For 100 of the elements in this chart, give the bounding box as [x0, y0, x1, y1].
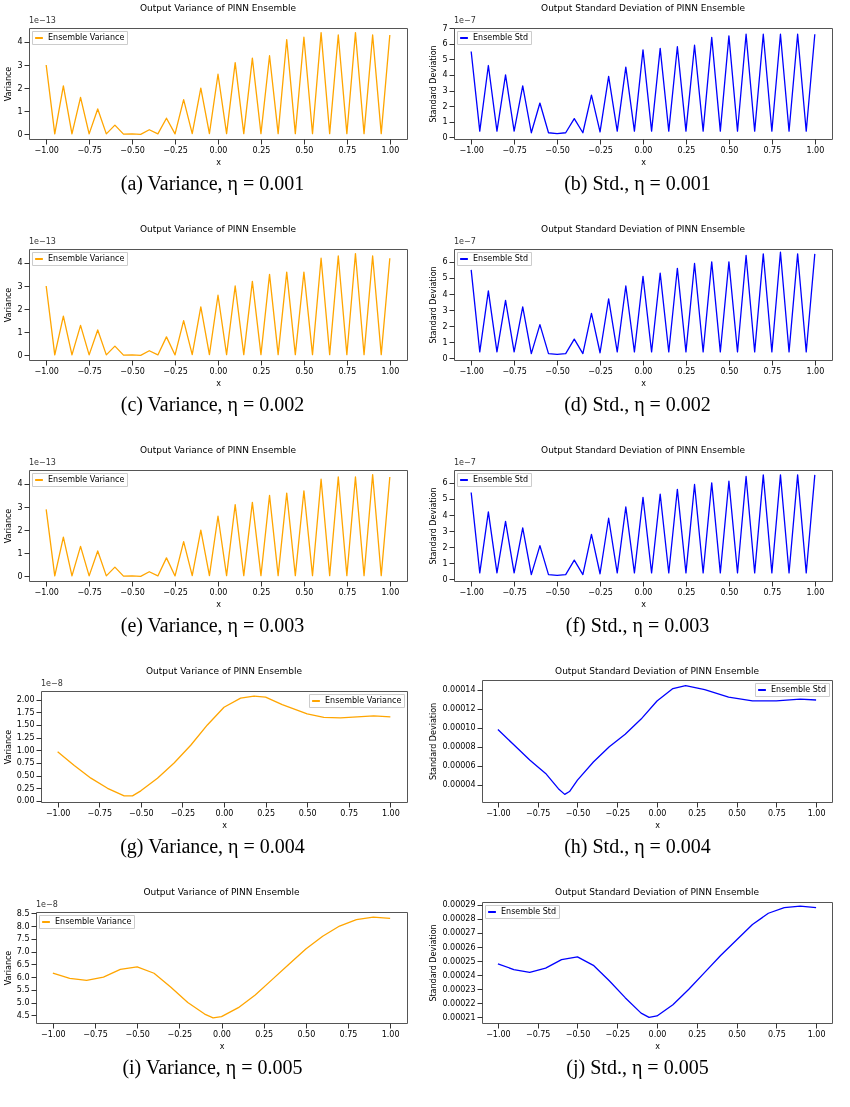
x-tick-label: 0.50 [728, 808, 746, 818]
x-tick-label: −0.75 [87, 808, 112, 818]
x-tick-label: 1.00 [806, 366, 825, 376]
text: (h) Std., η = 0.004 [563, 835, 712, 858]
y-tick-label: 8.5 [16, 908, 30, 918]
y-tick-label: 6 [442, 39, 448, 49]
y-tick-label: 3 [442, 86, 448, 96]
x-tick-label: 0.75 [763, 145, 782, 155]
text: 1e−8 [41, 679, 63, 688]
legend-label: Ensemble Variance [48, 254, 125, 263]
y-tick-label: 0.00028 [442, 914, 476, 924]
text: 1e−7 [454, 237, 476, 246]
x-tick-label: 0.25 [255, 1029, 274, 1039]
y-tick-label: 4 [17, 258, 23, 268]
x-axis-title: x [655, 820, 661, 830]
text: (c) Variance, η = 0.002 [119, 393, 306, 416]
x-tick-label: 0.00 [213, 1029, 231, 1039]
y-tick-label: 0.00014 [442, 685, 476, 695]
x-tick-label: −0.25 [170, 808, 196, 818]
x-tick-label: 0.00 [634, 587, 653, 597]
x-tick-label: 1.00 [381, 145, 400, 155]
x-tick-label: −0.25 [163, 366, 188, 376]
x-tick-label: −0.75 [77, 587, 102, 597]
y-tick-label: 3 [442, 526, 448, 536]
line-series [45, 31, 391, 136]
legend-label: Ensemble Std [473, 254, 529, 263]
y-tick-label: 0.00029 [442, 900, 476, 910]
x-tick-label: −0.50 [120, 145, 145, 155]
y-tick-label: 4 [442, 510, 448, 520]
x-tick-label: 0.75 [339, 1029, 358, 1039]
y-tick-label: 0.25 [16, 783, 35, 793]
x-tick-label: 0.25 [257, 808, 275, 818]
x-tick-label: 0.50 [720, 145, 739, 155]
y-tick-label: 2 [442, 101, 448, 111]
y-tick-label: 4.5 [16, 1010, 30, 1020]
y-axis-title: Variance [3, 950, 13, 986]
line-series [470, 251, 816, 356]
y-tick-label: 1.25 [16, 733, 35, 743]
y-tick-label: 0.00021 [442, 1012, 476, 1022]
y-tick-label: 2.00 [16, 695, 35, 705]
x-tick-label: 0.75 [340, 808, 359, 818]
legend-label: Ensemble Std [501, 907, 557, 916]
x-tick-label: −1.00 [486, 808, 511, 818]
x-axis-title: x [655, 1041, 661, 1051]
y-axis-title: Standard Deviation [429, 487, 439, 565]
text: (f) Std., η = 0.003 [564, 614, 711, 637]
line-series [470, 33, 816, 135]
text: 1e−13 [29, 16, 56, 25]
x-tick-label: −1.00 [459, 366, 484, 376]
y-tick-label: 4 [17, 479, 23, 489]
y-tick-label: 4 [442, 70, 448, 80]
x-tick-label: −0.50 [565, 808, 591, 818]
y-tick-label: 8.0 [16, 921, 30, 931]
chart-title: Output Standard Deviation of PINN Ensemble [555, 666, 760, 676]
x-tick-label: −0.25 [167, 1029, 193, 1039]
legend-label: Ensemble Variance [48, 33, 125, 42]
x-tick-label: 0.75 [767, 808, 786, 818]
y-tick-label: 5 [442, 494, 448, 504]
y-axis-title: Standard Deviation [429, 702, 439, 781]
x-tick-label: 0.50 [298, 808, 317, 818]
x-axis-title: x [216, 599, 222, 609]
x-tick-label: −0.75 [77, 145, 102, 155]
line-series [497, 905, 817, 1019]
y-tick-label: 7 [442, 23, 448, 33]
x-tick-label: 1.00 [381, 1029, 400, 1039]
x-tick-label: −0.75 [525, 808, 551, 818]
y-tick-label: 1 [442, 337, 448, 347]
y-tick-label: 1.75 [16, 707, 35, 717]
y-axis-title: Standard Deviation [429, 266, 439, 344]
x-tick-label: −0.50 [565, 1029, 591, 1039]
x-tick-label: 0.00 [634, 366, 653, 376]
x-tick-label: −1.00 [486, 1029, 511, 1039]
x-tick-label: 0.00 [215, 808, 234, 818]
y-tick-label: 0.00023 [442, 984, 476, 994]
x-tick-label: −1.00 [459, 145, 484, 155]
x-axis-title: x [641, 378, 647, 388]
legend-label: Ensemble Std [473, 33, 529, 42]
x-tick-label: −0.50 [120, 587, 145, 597]
y-tick-label: 6.5 [16, 959, 30, 969]
y-tick-label: 0.00004 [442, 780, 476, 790]
x-axis-title: x [219, 1041, 225, 1051]
chart-title: Output Variance of PINN Ensemble [146, 666, 303, 676]
chart-title: Output Standard Deviation of PINN Ensemble [541, 224, 746, 234]
x-tick-label: 0.50 [728, 1029, 746, 1039]
y-tick-label: 0.00 [16, 796, 35, 806]
x-tick-label: −0.25 [605, 808, 630, 818]
chart-title: Output Standard Deviation of PINN Ensemble [555, 886, 760, 897]
y-tick-label: 4 [17, 37, 23, 47]
x-tick-label: −0.25 [588, 587, 613, 597]
x-tick-label: 0.50 [720, 587, 739, 597]
y-tick-label: 2 [17, 304, 23, 314]
x-tick-label: −0.25 [163, 145, 188, 155]
x-tick-label: 0.25 [677, 366, 696, 376]
x-tick-label: −0.50 [125, 1029, 150, 1039]
x-tick-label: −0.75 [502, 366, 527, 376]
x-tick-label: 0.00 [634, 145, 653, 155]
x-tick-label: 0.00 [209, 145, 228, 155]
text: 1e−7 [454, 458, 476, 467]
y-tick-label: 0.00024 [442, 970, 476, 980]
y-tick-label: 1 [17, 106, 23, 116]
